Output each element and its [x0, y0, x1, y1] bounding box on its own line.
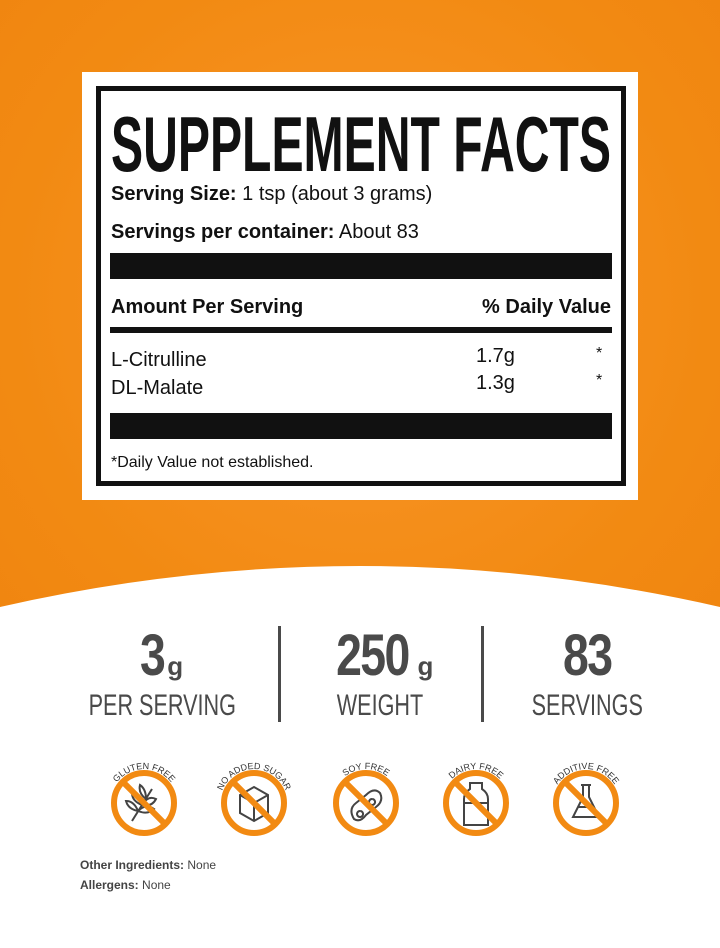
stat-weight: 250 g WEIGHT	[335, 623, 434, 722]
no-symbol-icon	[443, 770, 509, 836]
slash-icon	[452, 779, 500, 827]
badge-no-added-sugar: NO ADDED SUGAR	[215, 761, 293, 836]
divider-bar	[110, 413, 612, 439]
badge-soy-free: SOY FREE	[333, 761, 399, 836]
divider-bar	[110, 253, 612, 279]
divider-thick	[110, 327, 612, 333]
badge-label: DAIRY FREE	[447, 761, 506, 781]
slash-icon	[562, 779, 610, 827]
footnote: *Daily Value not established.	[111, 454, 314, 471]
no-symbol-icon	[221, 770, 287, 836]
slash-icon	[120, 779, 168, 827]
no-symbol-icon	[553, 770, 619, 836]
slash-icon	[342, 779, 390, 827]
servings-per-container: Servings per container: About 83	[111, 221, 419, 243]
serving-size: Serving Size: 1 tsp (about 3 grams)	[111, 183, 433, 205]
badges: GLUTEN FREE NO ADDED SUGAR SOY FREE DAIRY F…	[111, 761, 621, 836]
svg-text:SUPPLEMENT FACTS: SUPPLEMENT FACTS	[111, 100, 611, 179]
no-symbol-icon	[333, 770, 399, 836]
allergens: Allergens: None	[80, 878, 171, 892]
badge-additive-free: ADDITIVE FREE	[551, 761, 621, 836]
facts-title: SUPPLEMENT FACTS	[111, 100, 611, 179]
divider	[481, 626, 484, 722]
other-ingredients: Other Ingredients: None	[80, 858, 217, 872]
divider	[278, 626, 281, 722]
supplement-facts-panel: SUPPLEMENT FACTS Serving Size: 1 tsp (ab…	[82, 72, 638, 500]
amount-header: Amount Per Serving	[111, 296, 304, 318]
slash-icon	[230, 779, 278, 827]
no-symbol-icon	[111, 770, 177, 836]
stat-servings: 83 SERVINGS	[531, 623, 643, 722]
badge-dairy-free: DAIRY FREE	[443, 761, 509, 836]
badge-gluten-free: GLUTEN FREE	[111, 761, 177, 836]
dv-header: % Daily Value	[482, 296, 611, 318]
